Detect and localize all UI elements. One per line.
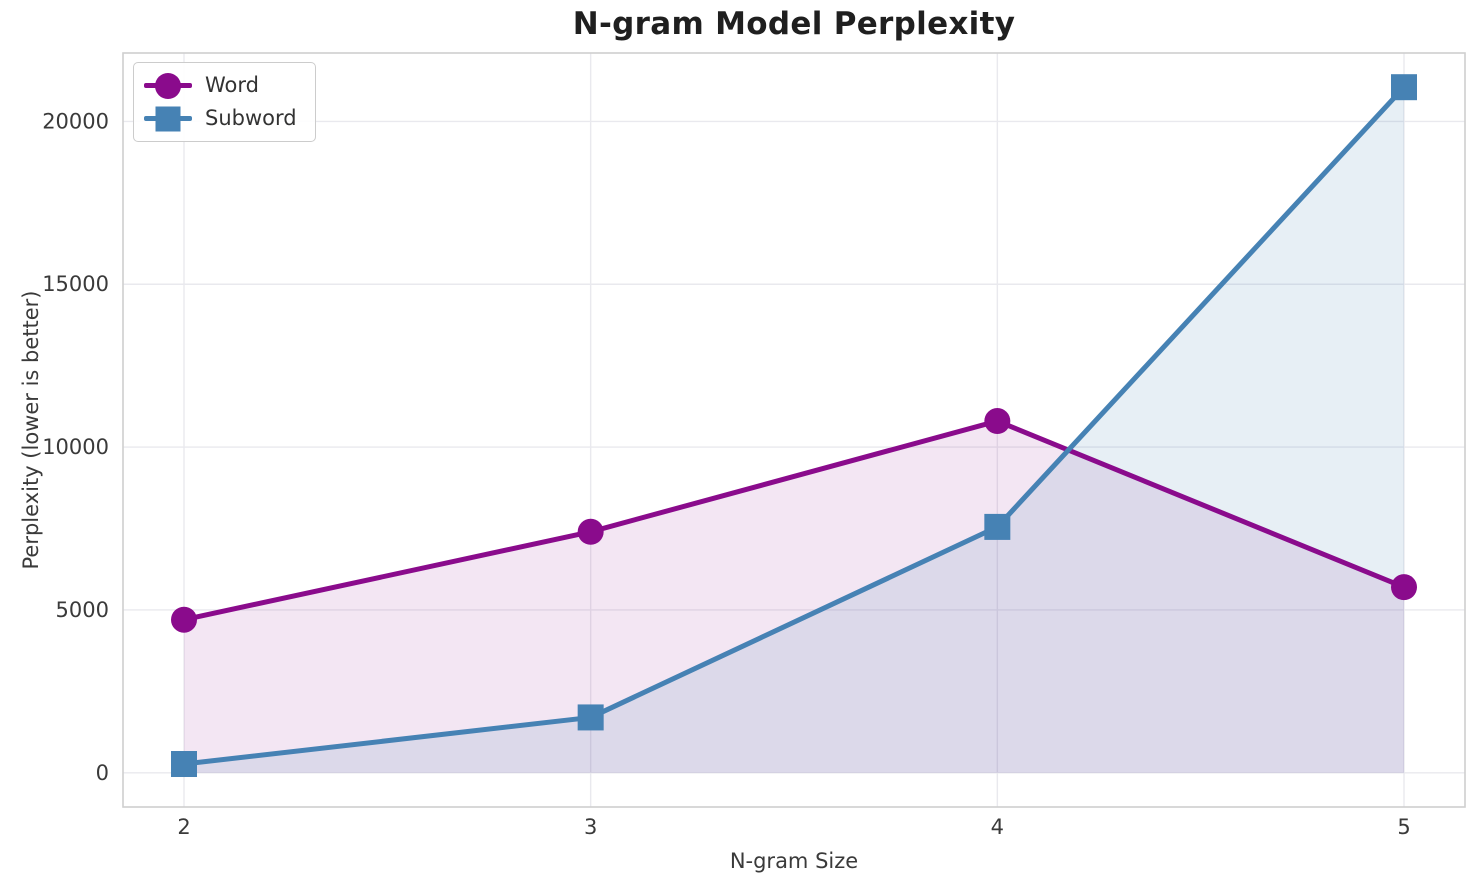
x-tick-label: 5: [1397, 815, 1410, 839]
chart-title: N-gram Model Perplexity: [572, 6, 1016, 42]
legend-item-subword: Subword: [144, 104, 297, 133]
line-word: [181, 418, 1407, 623]
marker-word: [577, 518, 604, 545]
legend-label: Subword: [205, 106, 297, 130]
line-subword: [181, 84, 1407, 767]
y-tick-label: 20000: [42, 109, 109, 133]
marker-word: [984, 408, 1011, 435]
legend-label: Word: [205, 73, 259, 97]
y-axis-label: Perplexity (lower is better): [19, 290, 43, 570]
marker-subword: [1391, 74, 1417, 101]
marker-word: [171, 606, 197, 633]
area-fill-word: [184, 421, 1404, 773]
x-axis-label: N-gram Size: [729, 849, 859, 873]
x-tick-label: 2: [177, 815, 190, 839]
marker-word: [1391, 574, 1417, 601]
y-tick-label: 15000: [42, 272, 109, 296]
legend: Word Subword: [133, 62, 316, 142]
x-tick-label: 4: [991, 815, 1004, 839]
area-fill-subword: [184, 87, 1404, 773]
marker-subword: [171, 751, 197, 778]
x-tick-label: 3: [584, 815, 597, 839]
y-tick-label: 10000: [42, 435, 109, 459]
legend-item-word: Word: [144, 71, 297, 100]
marker-subword: [984, 513, 1011, 540]
axes-border: [122, 52, 1466, 808]
circle-marker-icon: [144, 72, 192, 100]
marker-subword: [577, 704, 604, 731]
y-tick-label: 5000: [56, 598, 109, 622]
y-tick-label: 0: [96, 761, 109, 785]
square-marker-icon: [144, 105, 192, 133]
